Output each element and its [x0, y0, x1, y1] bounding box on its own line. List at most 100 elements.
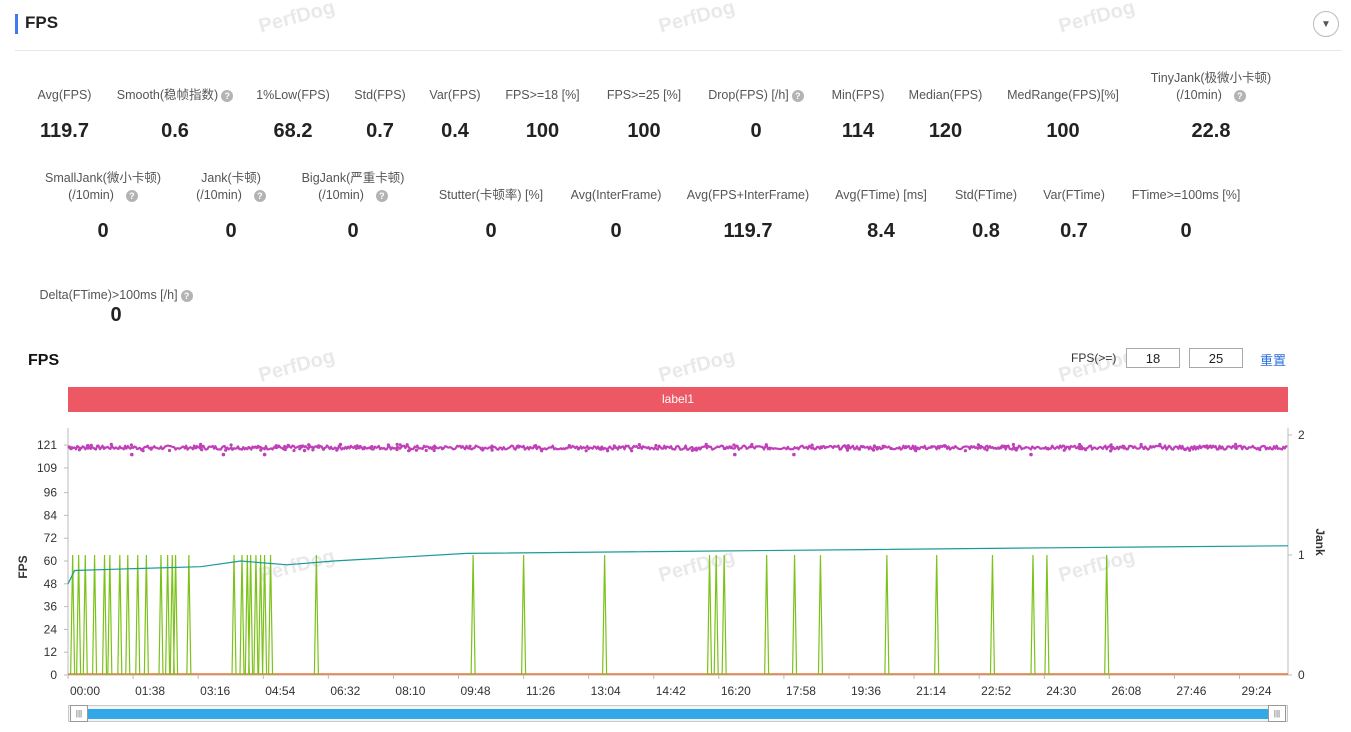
section-title: FPS	[25, 13, 59, 32]
metric-row1-5: FPS>=18 [%] 100	[495, 70, 590, 142]
metric-row1-6: FPS>=25 [%] 100	[595, 70, 693, 142]
y-tick-label: 72	[44, 531, 58, 545]
help-icon[interactable]: ?	[221, 89, 234, 102]
metric-row2-3: Stutter(卡顿率) [%] 0	[430, 170, 552, 242]
jank-spike	[101, 554, 108, 676]
jank-spike	[764, 554, 770, 676]
section-accent-bar	[15, 14, 18, 34]
jank-spike	[76, 554, 82, 676]
fps-point	[362, 445, 367, 450]
fps-point	[1258, 448, 1262, 452]
fps-point	[861, 445, 865, 449]
fps-point	[405, 443, 409, 447]
fps-point	[167, 448, 172, 453]
fps-point	[698, 446, 702, 451]
x-tick-label: 11:26	[526, 684, 555, 698]
metric-label-text: SmallJank(微小卡顿)	[45, 171, 161, 185]
chevron-down-icon: ▼	[1321, 18, 1331, 30]
metric-label-text: FTime>=100ms [%]	[1131, 188, 1241, 202]
fps-point	[481, 448, 485, 452]
x-tick-label: 09:48	[460, 684, 490, 698]
jank-spike	[817, 554, 824, 676]
fps-threshold-1-input[interactable]	[1126, 348, 1180, 368]
fps-point	[936, 445, 940, 449]
metric-row1-10: MedRange(FPS)[%] 100	[1000, 70, 1126, 142]
fps-point	[1109, 443, 1113, 447]
fps-point	[89, 443, 93, 447]
metric-label: Var(FTime)	[1033, 187, 1115, 204]
fps-point	[277, 444, 281, 448]
metric-value: 68.2	[273, 120, 313, 142]
fps-point	[1234, 446, 1238, 450]
help-icon[interactable]: ?	[253, 189, 266, 202]
metric-label: 1%Low(FPS)	[250, 87, 336, 104]
help-icon[interactable]: ?	[791, 89, 804, 102]
label-band[interactable]: label1	[68, 387, 1288, 412]
metric-label: Var(FPS)	[420, 87, 490, 104]
metric-value: 0	[225, 220, 237, 242]
fps-dip-point	[130, 452, 134, 457]
metric-label-text: TinyJank(极微小卡顿)	[1150, 71, 1272, 85]
fps-dip-point	[221, 452, 226, 457]
fps-point	[1234, 442, 1238, 446]
collapse-toggle-button[interactable]: ▼	[1313, 11, 1339, 37]
help-icon[interactable]: ?	[1233, 89, 1246, 102]
reset-button[interactable]: 重置	[1260, 353, 1287, 368]
jank-spike	[313, 554, 319, 676]
range-slider-right-handle[interactable]: |||	[1268, 705, 1286, 722]
metric-label: Std(FTime)	[946, 187, 1026, 204]
metric-value: 0.7	[366, 120, 394, 142]
x-tick-label: 17:58	[786, 684, 816, 698]
metric-label: Jank(卡顿)	[188, 170, 274, 187]
jank-spike	[186, 554, 192, 676]
x-tick-label: 06:32	[330, 684, 360, 698]
fps-point	[540, 449, 544, 453]
fps-point	[843, 444, 847, 448]
range-slider-fill[interactable]	[81, 709, 1275, 719]
metric-row1-4: Var(FPS) 0.4	[420, 70, 490, 142]
metric-label-text: Stutter(卡顿率) [%]	[438, 188, 544, 202]
jank-spike	[143, 554, 149, 676]
fps-point	[259, 448, 263, 452]
fps-point	[274, 444, 278, 448]
jank-spike	[158, 554, 164, 676]
metric-value: 120	[928, 120, 963, 142]
metric-label: FTime>=100ms [%]	[1122, 187, 1250, 204]
jank-spike	[135, 554, 141, 676]
metric-value: 0	[1180, 220, 1192, 242]
y-tick-label: 121	[37, 438, 57, 452]
y-tick-label: 0	[50, 668, 57, 682]
help-icon[interactable]: ?	[375, 189, 388, 202]
help-icon[interactable]: ?	[125, 189, 138, 202]
jank-spike	[169, 554, 175, 676]
metric-row1-9: Median(FPS) 120	[898, 70, 993, 142]
range-slider[interactable]: ||| |||	[68, 705, 1288, 722]
x-tick-label: 16:20	[721, 684, 751, 698]
fps-point	[1158, 442, 1162, 446]
fps-point	[109, 442, 113, 446]
metric-label-text: Avg(FTime) [ms]	[835, 188, 927, 202]
jank-spike	[165, 554, 171, 676]
metric-label-text: Median(FPS)	[908, 88, 983, 102]
jank-spike	[231, 554, 237, 676]
fps-point	[229, 443, 233, 447]
chart-title: FPS	[28, 352, 60, 369]
jank-spike	[520, 554, 527, 676]
metric-value: 0.4	[441, 120, 469, 142]
metric-label: Avg(FPS+InterFrame)	[680, 187, 816, 204]
fps-point	[490, 444, 494, 448]
fps-point	[490, 448, 494, 452]
help-icon[interactable]: ?	[180, 289, 193, 302]
fps-point	[694, 448, 699, 452]
range-slider-left-handle[interactable]: |||	[70, 705, 88, 722]
fps-threshold-2-input[interactable]	[1189, 348, 1243, 368]
jank-spike	[117, 554, 123, 676]
metric-label-unit: (/10min)?	[1136, 87, 1286, 104]
fps-header: FPS ▼	[0, 0, 1351, 50]
fps-point	[311, 448, 315, 452]
metric-label: Smooth(稳帧指数)?	[105, 87, 245, 104]
fps-point	[915, 446, 920, 450]
metric-unit-text: (/10min)	[68, 188, 114, 202]
jank-spike	[253, 554, 259, 676]
